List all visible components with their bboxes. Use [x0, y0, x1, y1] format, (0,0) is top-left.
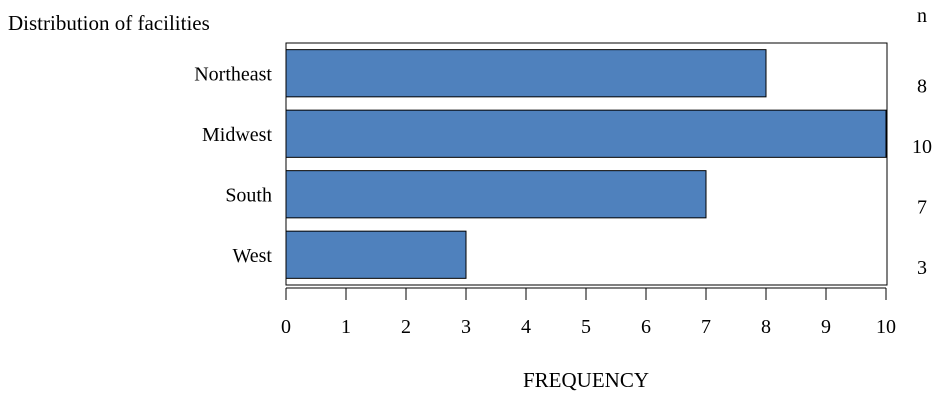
- x-tick-label: 5: [581, 316, 591, 338]
- x-tick-label: 0: [281, 316, 291, 338]
- x-tick-label: 7: [701, 316, 711, 338]
- x-tick-label: 9: [821, 316, 831, 338]
- category-label: West: [233, 245, 273, 267]
- x-tick-label: 2: [401, 316, 411, 338]
- category-label: Northeast: [194, 63, 272, 85]
- n-value-label: 3: [917, 257, 927, 279]
- n-value-label: 10: [912, 136, 932, 158]
- category-label: Midwest: [202, 124, 272, 146]
- bars-layer: [285, 49, 887, 279]
- n-column-header: n: [917, 5, 927, 27]
- x-tick-label: 4: [521, 316, 531, 338]
- n-value-label: 8: [917, 75, 927, 97]
- x-tick-label: 1: [341, 316, 351, 338]
- bar-midwest: [285, 109, 887, 158]
- n-value-labels: 8 10 7 3: [912, 75, 932, 279]
- plot-frame: [285, 42, 888, 286]
- bar-northeast: [285, 49, 767, 98]
- x-tick-label: 10: [876, 316, 896, 338]
- bar-south: [285, 170, 707, 219]
- n-value-label: 7: [917, 196, 927, 218]
- chart-title: Distribution of facilities: [8, 11, 210, 35]
- category-label: South: [225, 184, 272, 206]
- x-axis: 0 1 2 3 4 5 6 7 8 9 10: [281, 287, 896, 338]
- bar-west: [285, 230, 467, 279]
- category-labels: Northeast Midwest South West: [194, 63, 272, 267]
- x-tick-label: 3: [461, 316, 471, 338]
- x-axis-title: FREQUENCY: [523, 368, 649, 392]
- x-tick-label: 6: [641, 316, 651, 338]
- x-tick-label: 8: [761, 316, 771, 338]
